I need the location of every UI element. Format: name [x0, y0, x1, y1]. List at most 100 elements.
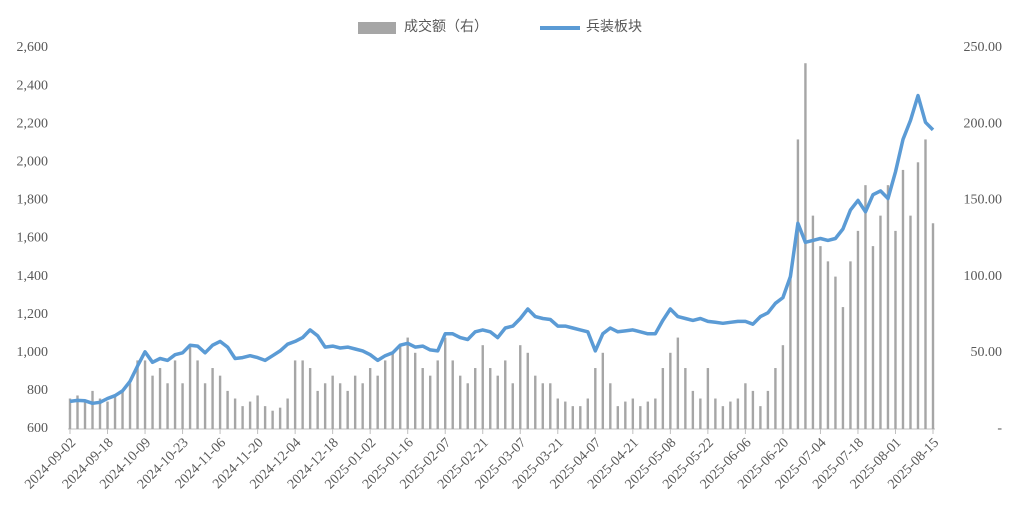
bar: [684, 368, 687, 429]
bar: [466, 383, 469, 429]
bar: [421, 368, 424, 429]
bar: [398, 345, 402, 429]
y-tick-label: 600: [27, 421, 48, 436]
bar: [263, 406, 267, 429]
bar: [106, 401, 109, 429]
bar: [916, 162, 920, 430]
line: [69, 93, 935, 406]
bar: [113, 395, 117, 429]
bar: [819, 246, 822, 429]
bar: [751, 390, 755, 429]
bar: [744, 383, 747, 429]
bar: [556, 398, 559, 429]
bar: [699, 398, 702, 429]
bar: [459, 375, 462, 429]
bar: [736, 398, 740, 429]
bar: [789, 276, 792, 429]
bar: [166, 383, 169, 429]
bar: [586, 398, 589, 429]
bar: [203, 383, 207, 429]
bar: [391, 352, 394, 429]
bar: [248, 401, 252, 429]
y-tick-label: 1,200: [17, 307, 49, 322]
bar: [729, 401, 732, 429]
bar: [759, 406, 762, 429]
bar: [188, 345, 192, 429]
bar: [444, 337, 447, 429]
bar: [676, 337, 680, 429]
bar: [534, 375, 537, 429]
bar: [323, 383, 327, 429]
bar: [361, 383, 364, 429]
bar: [308, 368, 312, 429]
y-tick-label: 2,400: [17, 78, 49, 93]
bar: [481, 345, 484, 429]
bar: [654, 398, 657, 429]
bar: [211, 368, 214, 429]
bar: [766, 390, 770, 429]
bar: [549, 383, 552, 429]
bar: [301, 360, 304, 429]
bar: [646, 401, 650, 429]
bar: [691, 390, 695, 429]
bar: [856, 230, 860, 429]
bar: [376, 375, 379, 429]
bar: [136, 360, 139, 429]
bar: [594, 368, 597, 429]
y2-tick-label: -: [997, 421, 1002, 436]
bar: [924, 139, 927, 429]
bar: [414, 352, 417, 429]
bar: [474, 368, 477, 429]
bar: [541, 383, 544, 429]
bar: [669, 352, 672, 429]
bar: [841, 307, 845, 429]
bar: [91, 390, 94, 429]
bar: [233, 398, 237, 429]
bar: [774, 368, 777, 429]
bar: [796, 139, 800, 429]
bar: [196, 360, 199, 429]
bar: [706, 368, 710, 429]
bar: [661, 368, 665, 429]
bar: [293, 360, 297, 429]
bar: [579, 406, 582, 429]
bar: [931, 223, 935, 429]
bar: [519, 345, 522, 429]
bar: [451, 360, 454, 429]
bar: [286, 398, 289, 429]
bar: [271, 410, 274, 429]
bar: [639, 406, 642, 429]
bar: [346, 390, 349, 429]
bar: [901, 169, 905, 430]
bar: [601, 352, 605, 429]
bar: [826, 261, 830, 429]
bar: [338, 383, 342, 429]
bar: [143, 360, 147, 429]
bar: [811, 215, 815, 429]
legend-label: 兵装板块: [586, 19, 642, 35]
bar: [616, 406, 620, 429]
bar: [121, 390, 124, 429]
bar: [383, 360, 387, 429]
bar: [504, 360, 507, 429]
y2-tick-label: 50.00: [971, 345, 1003, 360]
bar: [624, 401, 627, 429]
y-tick-label: 1,000: [17, 345, 49, 360]
bar: [218, 375, 222, 429]
bar: [526, 352, 529, 429]
bar: [331, 375, 334, 429]
bar: [571, 406, 574, 429]
y-tick-label: 2,600: [17, 40, 49, 55]
y-tick-label: 1,600: [17, 231, 49, 246]
bar: [511, 383, 514, 429]
bar: [241, 406, 244, 429]
bar: [631, 398, 635, 429]
bar: [368, 368, 372, 429]
y2-tick-label: 150.00: [964, 193, 1003, 208]
legend-swatch: [358, 22, 396, 34]
y-tick-label: 1,800: [17, 193, 49, 208]
bar: [436, 360, 439, 429]
bar: [316, 390, 319, 429]
bar: [158, 368, 162, 429]
bar: [879, 215, 882, 429]
